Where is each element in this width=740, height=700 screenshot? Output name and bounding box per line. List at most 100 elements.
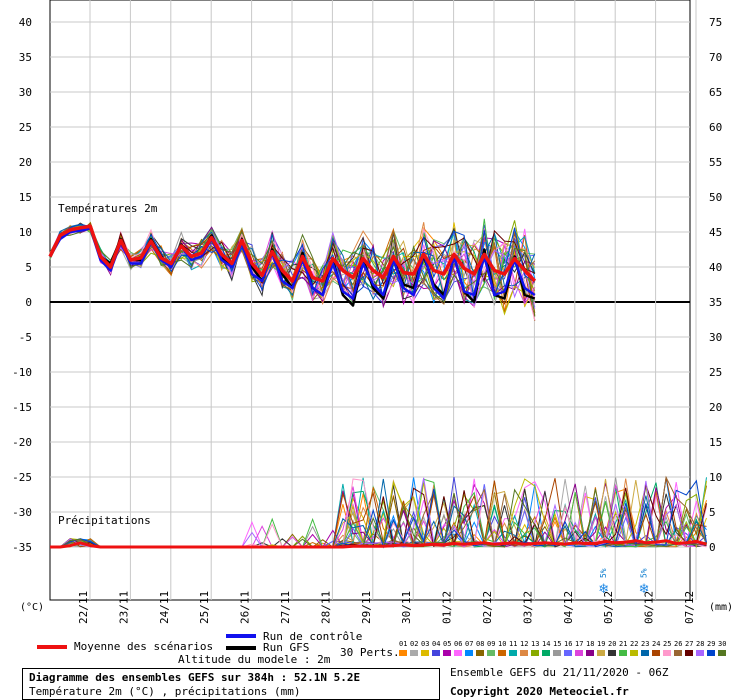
perturbation-number: 02 xyxy=(410,640,419,648)
right-tick-label: 15 xyxy=(709,436,722,449)
perturbation-number: 23 xyxy=(641,640,650,648)
snow-percent-label: 5% xyxy=(640,568,649,578)
date-label: 06/12 xyxy=(643,591,656,624)
perturbation-color-swatch xyxy=(586,650,594,656)
date-label: 29/11 xyxy=(360,591,373,624)
temperature-panel-label: Températures 2m xyxy=(58,202,158,215)
perturbation-number: 25 xyxy=(663,640,672,648)
perturbation-color-swatch xyxy=(520,650,528,656)
perturbation-number: 03 xyxy=(421,640,430,648)
perturbation-number: 16 xyxy=(564,640,573,648)
left-tick-label: 20 xyxy=(19,156,32,169)
altitude-label: Altitude du modele : 2m xyxy=(178,653,331,666)
perturbation-color-swatch xyxy=(476,650,484,656)
perturbation-color-swatch xyxy=(696,650,704,656)
snow-markers: 5% ❄ 5% ❄ xyxy=(598,568,649,597)
left-tick-label: -35 xyxy=(12,541,32,554)
perturbation-color-swatch xyxy=(399,650,407,656)
perturbation-line xyxy=(49,222,536,302)
perturbation-color-swatch xyxy=(575,650,583,656)
perturbation-number: 15 xyxy=(553,640,562,648)
perturbation-color-swatch xyxy=(498,650,506,656)
perturbation-number: 14 xyxy=(542,640,551,648)
perturbation-number: 11 xyxy=(509,640,518,648)
left-tick-label: -5 xyxy=(19,331,32,344)
right-tick-label: 35 xyxy=(709,296,722,309)
mean-legend-swatch xyxy=(37,645,67,649)
left-axis-ticks: 40 35 30 25 20 15 10 5 0 -5 -10 -15 -20 -25 -30 -35 xyxy=(12,16,32,554)
right-tick-label: 75 xyxy=(709,16,722,29)
perturbation-number: 10 xyxy=(498,640,507,648)
right-axis-unit: (mm) xyxy=(709,602,733,613)
perturbation-number: 09 xyxy=(487,640,496,648)
perturbation-number: 17 xyxy=(575,640,584,648)
control-legend-label: Run de contrôle xyxy=(263,630,363,643)
gfs-legend-swatch xyxy=(226,646,256,650)
right-tick-label: 65 xyxy=(709,86,722,99)
perturbation-color-swatch xyxy=(465,650,473,656)
perturbation-color-swatch xyxy=(531,650,539,656)
date-label: 04/12 xyxy=(562,591,575,624)
perturbation-number: 06 xyxy=(454,640,463,648)
perturbation-number: 08 xyxy=(476,640,485,648)
left-tick-label: 30 xyxy=(19,86,32,99)
mean-temperature-line xyxy=(48,224,537,283)
perturbation-number: 19 xyxy=(597,640,606,648)
perturbation-color-swatch xyxy=(432,650,440,656)
right-tick-label: 0 xyxy=(709,541,716,554)
perturbation-color-swatch xyxy=(509,650,517,656)
left-tick-label: -25 xyxy=(12,471,32,484)
left-tick-label: -15 xyxy=(12,401,32,414)
date-label: 23/11 xyxy=(117,591,130,624)
date-label: 30/11 xyxy=(400,591,413,624)
left-tick-label: -10 xyxy=(12,366,32,379)
perturbation-line xyxy=(49,226,536,317)
perturbation-number: 05 xyxy=(443,640,452,648)
left-tick-label: 40 xyxy=(19,16,32,29)
perturbation-number: 13 xyxy=(531,640,540,648)
snow-percent-label: 5% xyxy=(599,568,608,578)
mean-legend-label: Moyenne des scénarios xyxy=(74,640,214,653)
perturbation-number: 18 xyxy=(586,640,595,648)
left-axis-unit: (°C) xyxy=(20,602,44,613)
left-tick-label: -20 xyxy=(12,436,32,449)
right-tick-label: 5 xyxy=(709,506,716,519)
copyright: Copyright 2020 Meteociel.fr xyxy=(450,685,629,698)
perturbation-number: 12 xyxy=(520,640,529,648)
perturbation-color-swatch xyxy=(487,650,495,656)
chart-grid xyxy=(49,0,697,601)
date-label: 05/12 xyxy=(602,591,615,624)
perturbation-color-swatch xyxy=(718,650,726,656)
left-tick-label: -30 xyxy=(12,506,32,519)
perturbation-number: 24 xyxy=(652,640,661,648)
left-tick-label: 35 xyxy=(19,51,32,64)
date-label: 28/11 xyxy=(319,591,332,624)
chart-title-box: Diagramme des ensembles GEFS sur 384h : … xyxy=(22,668,440,700)
perturbation-number: 30 xyxy=(718,640,727,648)
left-tick-label: 10 xyxy=(19,226,32,239)
perturbation-number: 22 xyxy=(630,640,639,648)
perturbation-color-swatch xyxy=(641,650,649,656)
perturbation-color-swatch xyxy=(564,650,572,656)
chart-title: Diagramme des ensembles GEFS sur 384h : … xyxy=(29,671,361,684)
left-tick-label: 5 xyxy=(25,261,32,274)
left-tick-label: 15 xyxy=(19,191,32,204)
right-tick-label: 50 xyxy=(709,191,722,204)
precipitation-panel-label: Précipitations xyxy=(58,514,151,527)
right-tick-label: 20 xyxy=(709,401,722,414)
perturbation-color-swatch xyxy=(410,650,418,656)
date-label: 22/11 xyxy=(77,591,90,624)
perturbation-number: 29 xyxy=(707,640,716,648)
chart-subtitle: Température 2m (°C) , précipitations (mm… xyxy=(29,685,301,698)
perturbation-color-swatch xyxy=(542,650,550,656)
perts-label: 30 Perts. xyxy=(340,646,400,659)
snowflake-icon: ❄ xyxy=(598,582,609,597)
perturbation-color-swatch xyxy=(553,650,561,656)
perturbation-color-swatch xyxy=(663,650,671,656)
perturbation-number: 07 xyxy=(465,640,474,648)
perturbation-number: 01 xyxy=(399,640,408,648)
perturbation-color-swatch xyxy=(619,650,627,656)
date-label: 02/12 xyxy=(481,591,494,624)
perturbation-color-swatch xyxy=(608,650,616,656)
